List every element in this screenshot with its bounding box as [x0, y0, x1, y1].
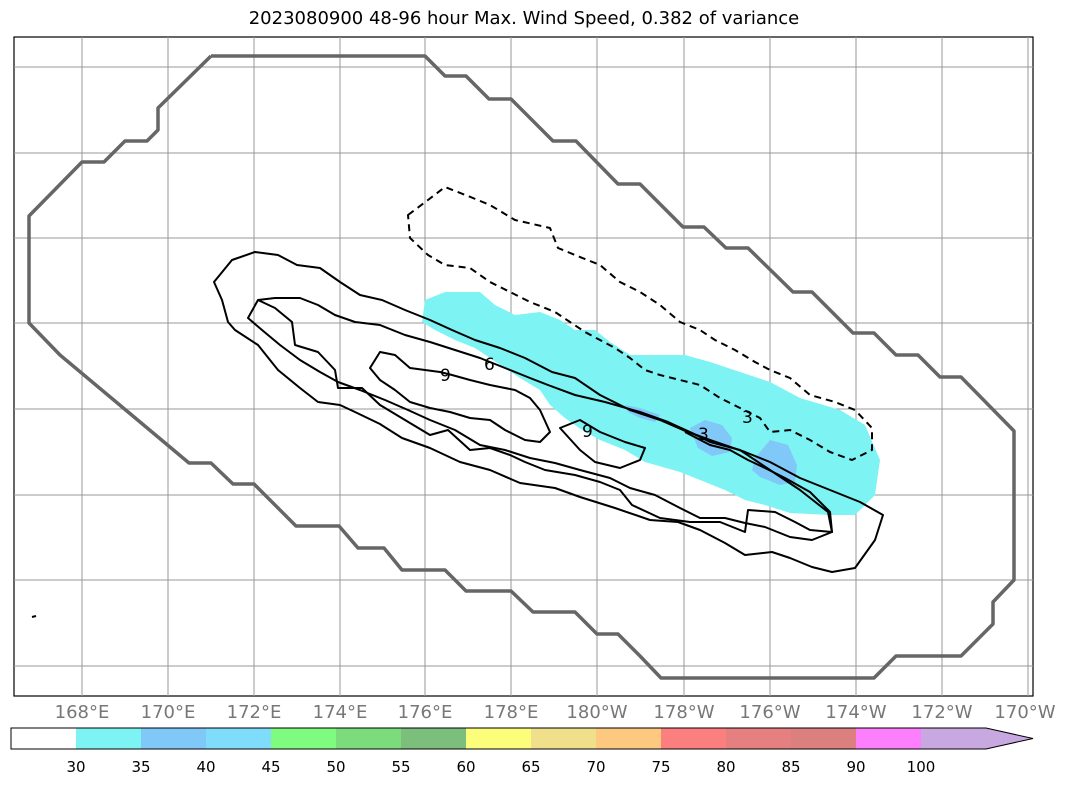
lon-tick-label: 176°E: [398, 702, 453, 723]
contour-label-6: 6: [484, 355, 495, 375]
lon-tick-label: 168°E: [55, 702, 110, 723]
contour-label-3: 3: [698, 425, 709, 445]
lon-tick-label: 174°W: [825, 702, 886, 723]
wind-fill-35-40: [752, 440, 797, 485]
contour-6: [247, 297, 833, 541]
contour-label-3: 3: [742, 408, 753, 428]
contour-9: [257, 299, 833, 533]
map-title: 2023080900 48-96 hour Max. Wind Speed, 0…: [248, 8, 800, 29]
contour-label-9: 9: [582, 422, 593, 442]
coastline-fragment: [31, 615, 37, 618]
contour-label-9: 9: [440, 366, 451, 386]
lon-tick-label: 176°W: [739, 702, 800, 723]
lon-tick-label: 178°E: [484, 702, 539, 723]
contour-9-inner: [559, 419, 646, 469]
lon-tick-label: 180°W: [566, 702, 627, 723]
lon-tick-label: 172°E: [227, 702, 282, 723]
contour-3-solid: [213, 251, 884, 573]
contour-3-dashed: [407, 186, 873, 461]
lon-tick-label: 178°W: [653, 702, 714, 723]
domain-outline: [27, 54, 1016, 680]
lon-tick-label: 174°E: [313, 702, 368, 723]
contour-lines: [213, 251, 884, 573]
contour-9-inner: [369, 351, 551, 443]
lon-tick-label: 170°E: [141, 702, 196, 723]
lon-tick-label: 172°W: [911, 702, 972, 723]
lon-tick-label: 170°W: [994, 702, 1055, 723]
